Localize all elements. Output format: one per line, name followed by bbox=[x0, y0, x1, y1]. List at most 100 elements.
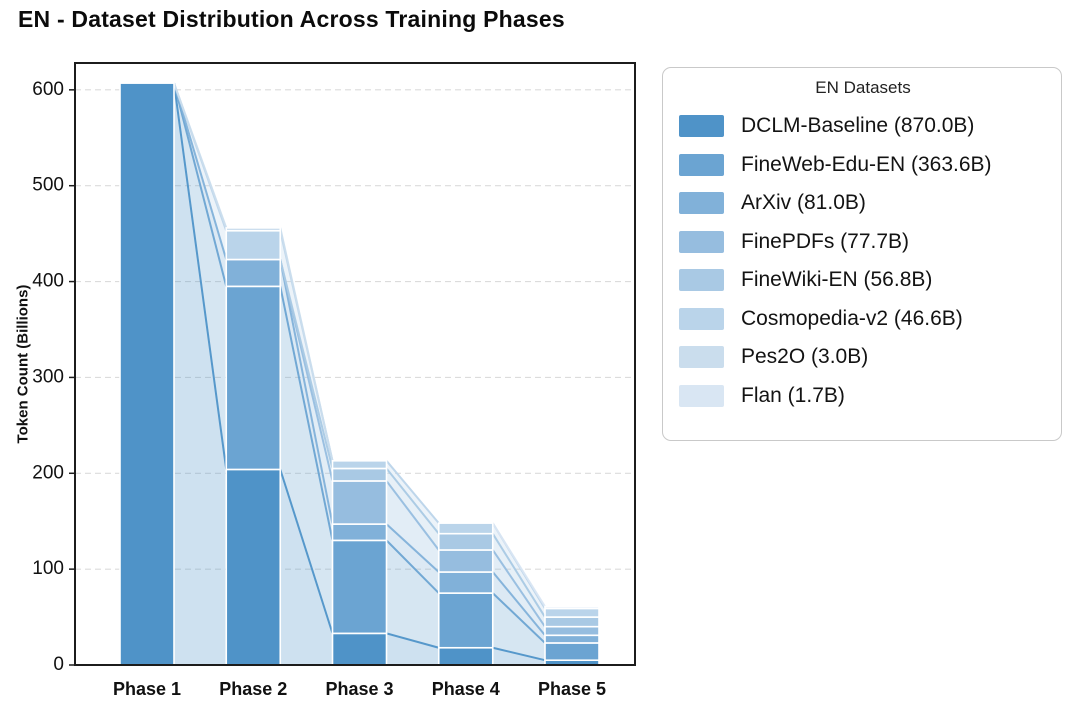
flow-band bbox=[386, 460, 439, 534]
flow-edge bbox=[385, 480, 440, 551]
flow-edge bbox=[491, 549, 546, 628]
legend-label: Flan (1.7B) bbox=[741, 383, 845, 407]
legend-item: FineWiki-EN (56.8B) bbox=[679, 261, 1047, 300]
legend-swatch bbox=[679, 192, 724, 215]
bar-segment bbox=[331, 480, 388, 525]
chart-title: EN - Dataset Distribution Across Trainin… bbox=[18, 6, 565, 32]
y-tick-label: 600 bbox=[32, 79, 64, 100]
flow-edge bbox=[279, 259, 334, 525]
legend-label: FineWiki-EN (56.8B) bbox=[741, 268, 933, 292]
bar-segment bbox=[544, 625, 600, 637]
flow-edge bbox=[491, 522, 546, 608]
legend-item: ArXiv (81.0B) bbox=[679, 184, 1047, 223]
flow-band bbox=[280, 286, 333, 634]
y-tick-label: 0 bbox=[53, 654, 64, 675]
y-tick-label: 500 bbox=[32, 175, 64, 196]
flow-edge bbox=[279, 469, 334, 634]
legend-label: DCLM-Baseline (870.0B) bbox=[741, 114, 975, 138]
bar-segment bbox=[331, 632, 388, 666]
y-tick-label: 100 bbox=[32, 558, 64, 579]
flow-edge bbox=[279, 259, 334, 469]
bar-segment bbox=[544, 605, 600, 610]
legend-swatch bbox=[679, 307, 724, 330]
bar-segment bbox=[544, 634, 600, 644]
flow-edge bbox=[491, 571, 546, 636]
legend-item: Flan (1.7B) bbox=[679, 377, 1047, 416]
flow-band bbox=[174, 83, 227, 666]
legend-swatch bbox=[679, 384, 724, 407]
legend-label: ArXiv (81.0B) bbox=[741, 191, 866, 215]
legend-swatch bbox=[679, 346, 724, 369]
legend: EN Datasets DCLM-Baseline (870.0B) FineWe… bbox=[662, 67, 1062, 441]
flow-edge bbox=[386, 632, 440, 649]
legend-swatch bbox=[679, 115, 724, 138]
flow-band bbox=[492, 549, 545, 636]
flow-band bbox=[492, 572, 545, 643]
legend-item: FineWeb-Edu-EN (363.6B) bbox=[679, 146, 1047, 185]
bar-segment bbox=[331, 460, 388, 470]
bar-segment bbox=[225, 229, 282, 261]
bar-segment bbox=[437, 571, 494, 594]
bar-segment bbox=[544, 607, 600, 618]
flow-edge bbox=[385, 460, 440, 524]
x-tick-label: Phase 5 bbox=[538, 679, 606, 699]
flow-edge bbox=[491, 533, 546, 618]
flow-edge bbox=[173, 82, 228, 470]
legend-label: FinePDFs (77.7B) bbox=[741, 229, 910, 253]
flow-band bbox=[492, 647, 545, 665]
flow-band bbox=[280, 469, 333, 665]
bar-segment bbox=[119, 82, 175, 666]
flow-edge bbox=[173, 82, 228, 287]
flow-edge bbox=[173, 82, 228, 229]
bar-segment bbox=[225, 468, 282, 666]
legend-swatch bbox=[679, 269, 724, 292]
stacked-bar-flow-chart: 0 100 200 300 400 500 600 Phase 1 Phase 2 Phase 3… bbox=[32, 62, 636, 699]
plot-frame bbox=[74, 62, 636, 666]
legend-label: FineWeb-Edu-EN (363.6B) bbox=[741, 152, 992, 176]
flow-edge bbox=[279, 286, 334, 541]
legend-title: EN Datasets bbox=[815, 78, 911, 97]
x-tick-label: Phase 3 bbox=[325, 679, 393, 699]
flow-band bbox=[386, 468, 439, 550]
x-tick-label: Phase 1 bbox=[113, 679, 181, 699]
legend-swatch bbox=[679, 230, 724, 253]
bar-segment bbox=[331, 467, 388, 482]
flow-edge bbox=[385, 467, 440, 535]
flow-band bbox=[386, 480, 439, 573]
bar-segment bbox=[437, 532, 494, 551]
flow-edge bbox=[492, 592, 546, 644]
flow-band bbox=[386, 633, 439, 665]
y-tick-label: 300 bbox=[32, 366, 64, 387]
flow-band bbox=[492, 533, 545, 627]
flow-band bbox=[492, 523, 545, 618]
bar-segment bbox=[331, 539, 388, 635]
bar-segment bbox=[225, 227, 282, 232]
bar-segment bbox=[331, 523, 388, 542]
legend-item: DCLM-Baseline (870.0B) bbox=[679, 107, 1047, 146]
legend-item: Cosmopedia-v2 (46.6B) bbox=[679, 300, 1047, 339]
legend-label: Cosmopedia-v2 (46.6B) bbox=[741, 306, 963, 330]
bar-segment bbox=[437, 646, 494, 666]
x-tick-label: Phase 4 bbox=[432, 679, 500, 699]
bar-segment bbox=[437, 522, 494, 535]
bar-segment bbox=[544, 642, 600, 662]
flow-edge bbox=[385, 523, 440, 573]
y-tick-label: 200 bbox=[32, 462, 64, 483]
bar-segment bbox=[437, 592, 494, 649]
legend-items: DCLM-Baseline (870.0B) FineWeb-Edu-EN (36… bbox=[679, 107, 1047, 415]
bar-segment bbox=[225, 258, 282, 288]
flow-edge bbox=[173, 82, 228, 260]
bar-segment bbox=[225, 285, 282, 471]
flow-band bbox=[492, 593, 545, 661]
flow-edge bbox=[385, 539, 440, 594]
flow-edge bbox=[279, 227, 334, 462]
x-tick-label: Phase 2 bbox=[219, 679, 287, 699]
bar-segment bbox=[544, 616, 600, 628]
legend-item: FinePDFs (77.7B) bbox=[679, 223, 1047, 262]
flow-edge bbox=[492, 646, 546, 662]
flow-band bbox=[386, 540, 439, 648]
legend-item: Pes2O (3.0B) bbox=[679, 338, 1047, 377]
y-tick-label: 400 bbox=[32, 271, 64, 292]
legend-swatch bbox=[679, 153, 724, 176]
